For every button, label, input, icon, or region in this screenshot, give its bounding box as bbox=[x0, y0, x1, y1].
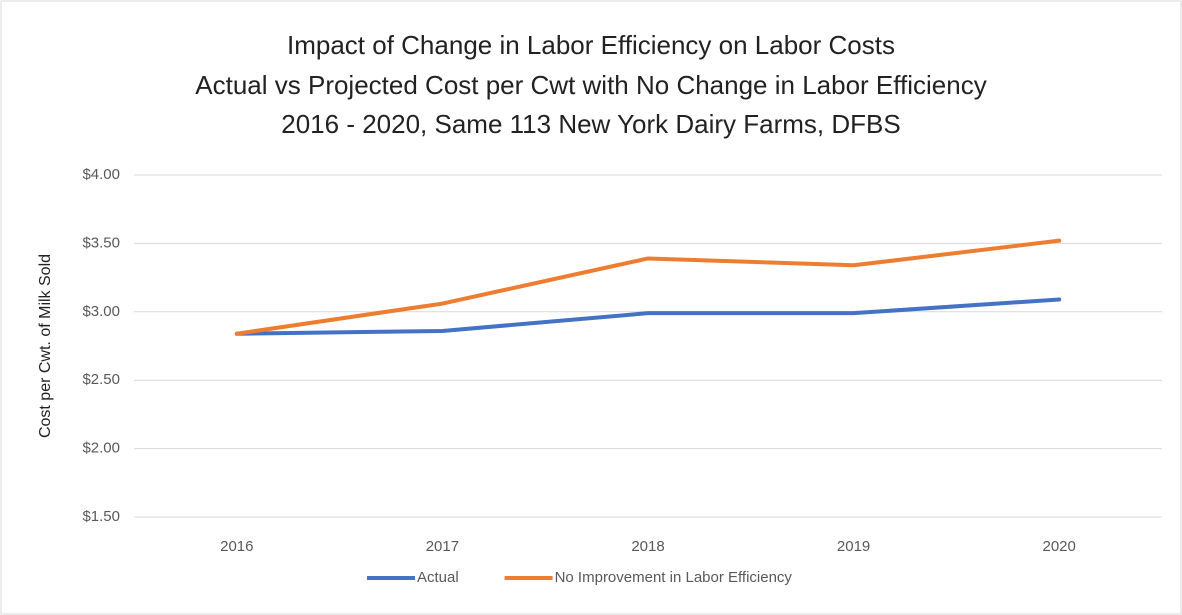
legend-label: No Improvement in Labor Efficiency bbox=[555, 569, 793, 586]
line-series bbox=[234, 297, 1062, 336]
y-tick-label: $4.00 bbox=[82, 166, 120, 183]
chart-subtitle: 2016 - 2020, Same 113 New York Dairy Far… bbox=[281, 109, 900, 139]
x-tick-label: 2019 bbox=[837, 538, 870, 555]
y-tick-label: $2.50 bbox=[82, 371, 120, 388]
x-tick-label: 2020 bbox=[1043, 538, 1076, 555]
y-tick-label: $3.00 bbox=[82, 303, 120, 320]
x-tick-label: 2018 bbox=[631, 538, 664, 555]
line-series bbox=[234, 238, 1062, 336]
legend-label: Actual bbox=[417, 569, 459, 586]
x-tick-label: 2016 bbox=[220, 538, 253, 555]
x-tick-label: 2017 bbox=[426, 538, 459, 555]
y-tick-label: $1.50 bbox=[82, 508, 120, 525]
chart-subtitle: Actual vs Projected Cost per Cwt with No… bbox=[195, 70, 986, 100]
y-tick-label: $3.50 bbox=[82, 234, 120, 251]
chart-title: Impact of Change in Labor Efficiency on … bbox=[287, 30, 895, 60]
y-tick-label: $2.00 bbox=[82, 440, 120, 457]
y-axis-label: Cost per Cwt. of Milk Sold bbox=[37, 254, 54, 438]
